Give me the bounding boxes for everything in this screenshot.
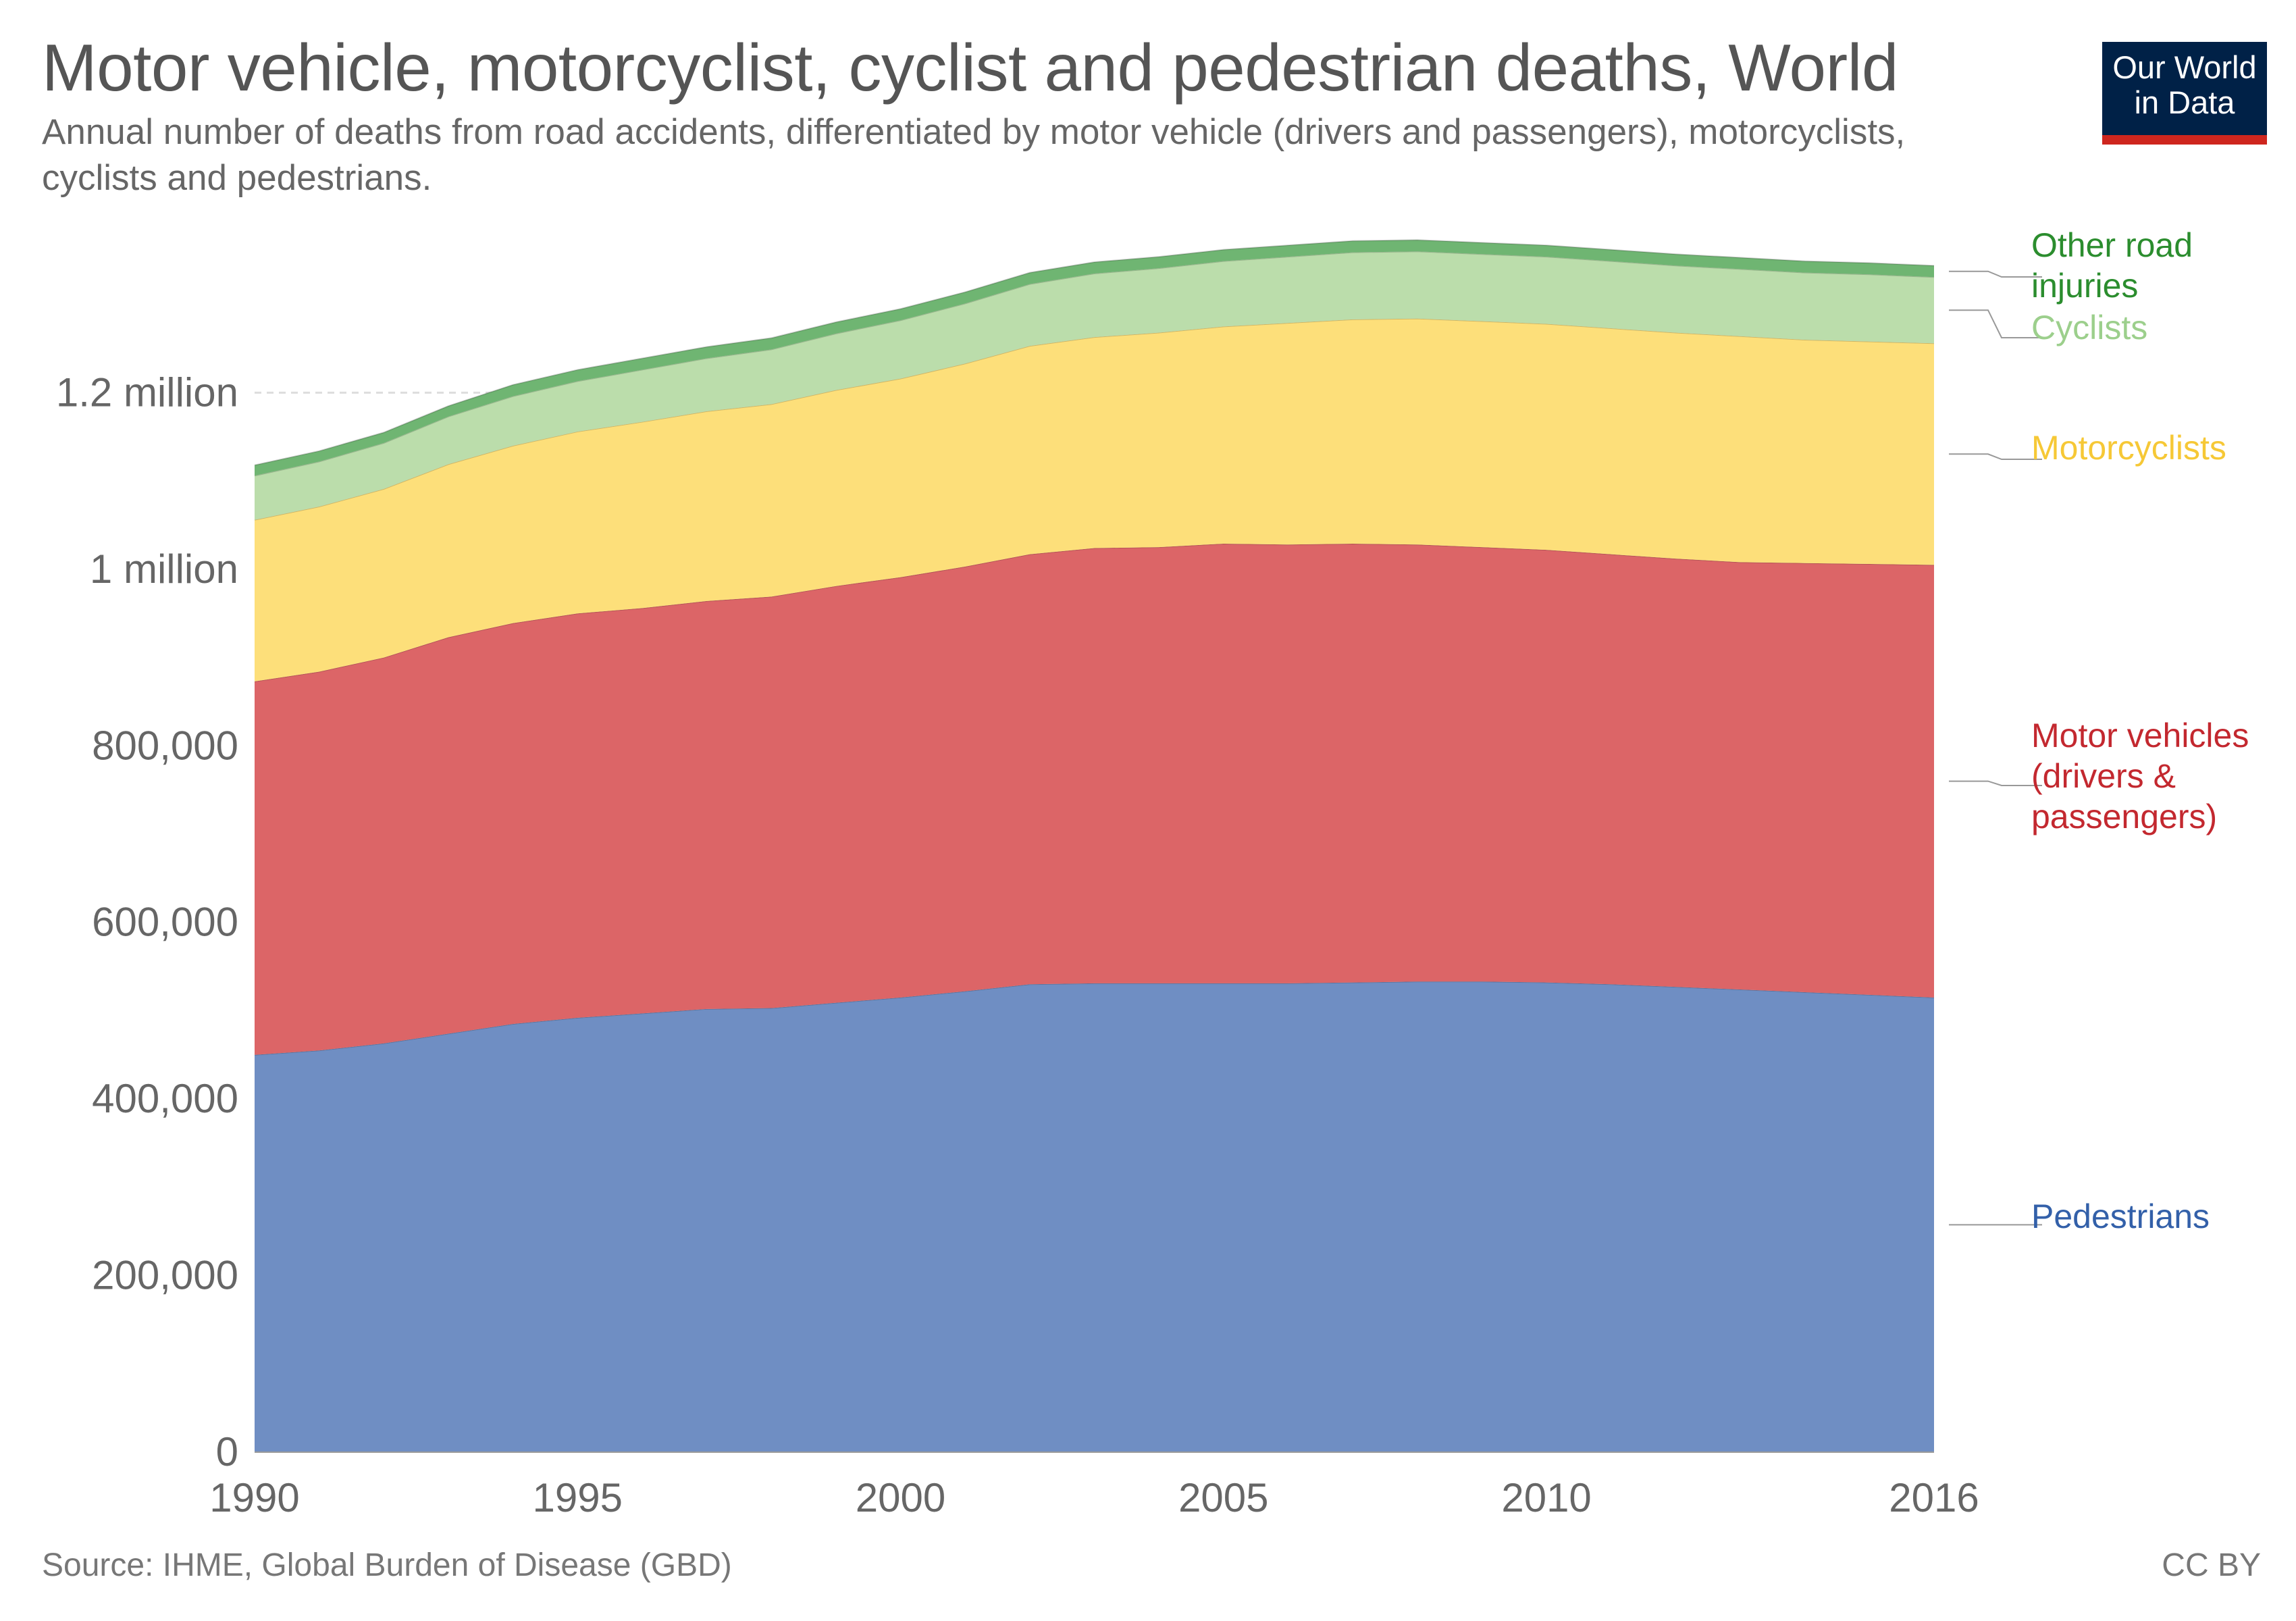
legend-label-line: Motor vehicles bbox=[2031, 717, 2249, 754]
y-tick-label: 800,000 bbox=[92, 723, 238, 768]
area-motor-vehicles-drivers-passengers[interactable] bbox=[255, 543, 1934, 1055]
legend-label[interactable]: Other road injuries bbox=[2031, 226, 2193, 305]
legend-label-line: injuries bbox=[2031, 267, 2138, 305]
legend-label[interactable]: Motorcyclists bbox=[2031, 429, 2226, 467]
legend-connector bbox=[1949, 453, 2042, 460]
license-note[interactable]: CC BY bbox=[2162, 1547, 2261, 1583]
y-tick-label: 200,000 bbox=[92, 1253, 238, 1298]
area-pedestrians[interactable] bbox=[255, 981, 1934, 1452]
x-tick-label: 2016 bbox=[1889, 1475, 1979, 1520]
y-axis: 0 200,000 400,000 600,000 800,000 1 million 1.… bbox=[56, 369, 238, 1474]
y-tick-label: 1.2 million bbox=[56, 369, 238, 415]
y-tick-label: 400,000 bbox=[92, 1076, 238, 1121]
x-axis: 1990 1995 2000 2005 2010 2016 bbox=[209, 1451, 1979, 1520]
area-edge bbox=[254, 981, 1935, 1056]
series-areas bbox=[254, 239, 1935, 1452]
owid-logo[interactable]: Our World in Data bbox=[2102, 42, 2267, 145]
x-tick-label: 1990 bbox=[209, 1475, 299, 1520]
legend-connector bbox=[1949, 270, 2042, 278]
legend-label[interactable]: Motor vehicles (drivers & passengers) bbox=[2031, 717, 2249, 835]
legend-label-line: Pedestrians bbox=[2031, 1198, 2210, 1235]
legend: Pedestrians Motor vehicles (drivers & passe… bbox=[1949, 226, 2249, 1235]
logo-line-2: in Data bbox=[2134, 84, 2235, 120]
x-tick-label: 2000 bbox=[856, 1475, 945, 1520]
legend-label-line: passengers) bbox=[2031, 798, 2217, 835]
x-tick-label: 2010 bbox=[1501, 1475, 1591, 1520]
y-tick-label: 600,000 bbox=[92, 900, 238, 945]
legend-label-line: Other road bbox=[2031, 226, 2193, 264]
logo-line-1: Our World bbox=[2112, 49, 2257, 85]
y-tick-label: 1 million bbox=[90, 546, 238, 592]
legend-label[interactable]: Pedestrians bbox=[2031, 1198, 2210, 1235]
area-other-road-injuries[interactable] bbox=[255, 240, 1934, 476]
x-tick-label: 2005 bbox=[1178, 1475, 1268, 1520]
legend-label-line: Cyclists bbox=[2031, 309, 2147, 346]
legend-connector bbox=[1949, 780, 2042, 786]
source-note[interactable]: Source: IHME, Global Burden of Disease (… bbox=[42, 1547, 732, 1583]
legend-label-line: (drivers & bbox=[2031, 757, 2176, 795]
area-cyclists[interactable] bbox=[255, 251, 1934, 520]
y-tick-label: 0 bbox=[216, 1429, 238, 1474]
chart-subtitle: Annual number of deaths from road accide… bbox=[42, 112, 1906, 198]
legend-label[interactable]: Cyclists bbox=[2031, 309, 2147, 346]
chart-title: Motor vehicle, motorcyclist, cyclist and… bbox=[42, 30, 1898, 105]
area-motorcyclists[interactable] bbox=[255, 318, 1934, 681]
x-tick-label: 1995 bbox=[533, 1475, 623, 1520]
area-edge bbox=[254, 239, 1935, 466]
legend-connector bbox=[1949, 309, 2042, 338]
legend-label-line: Motorcyclists bbox=[2031, 429, 2226, 467]
